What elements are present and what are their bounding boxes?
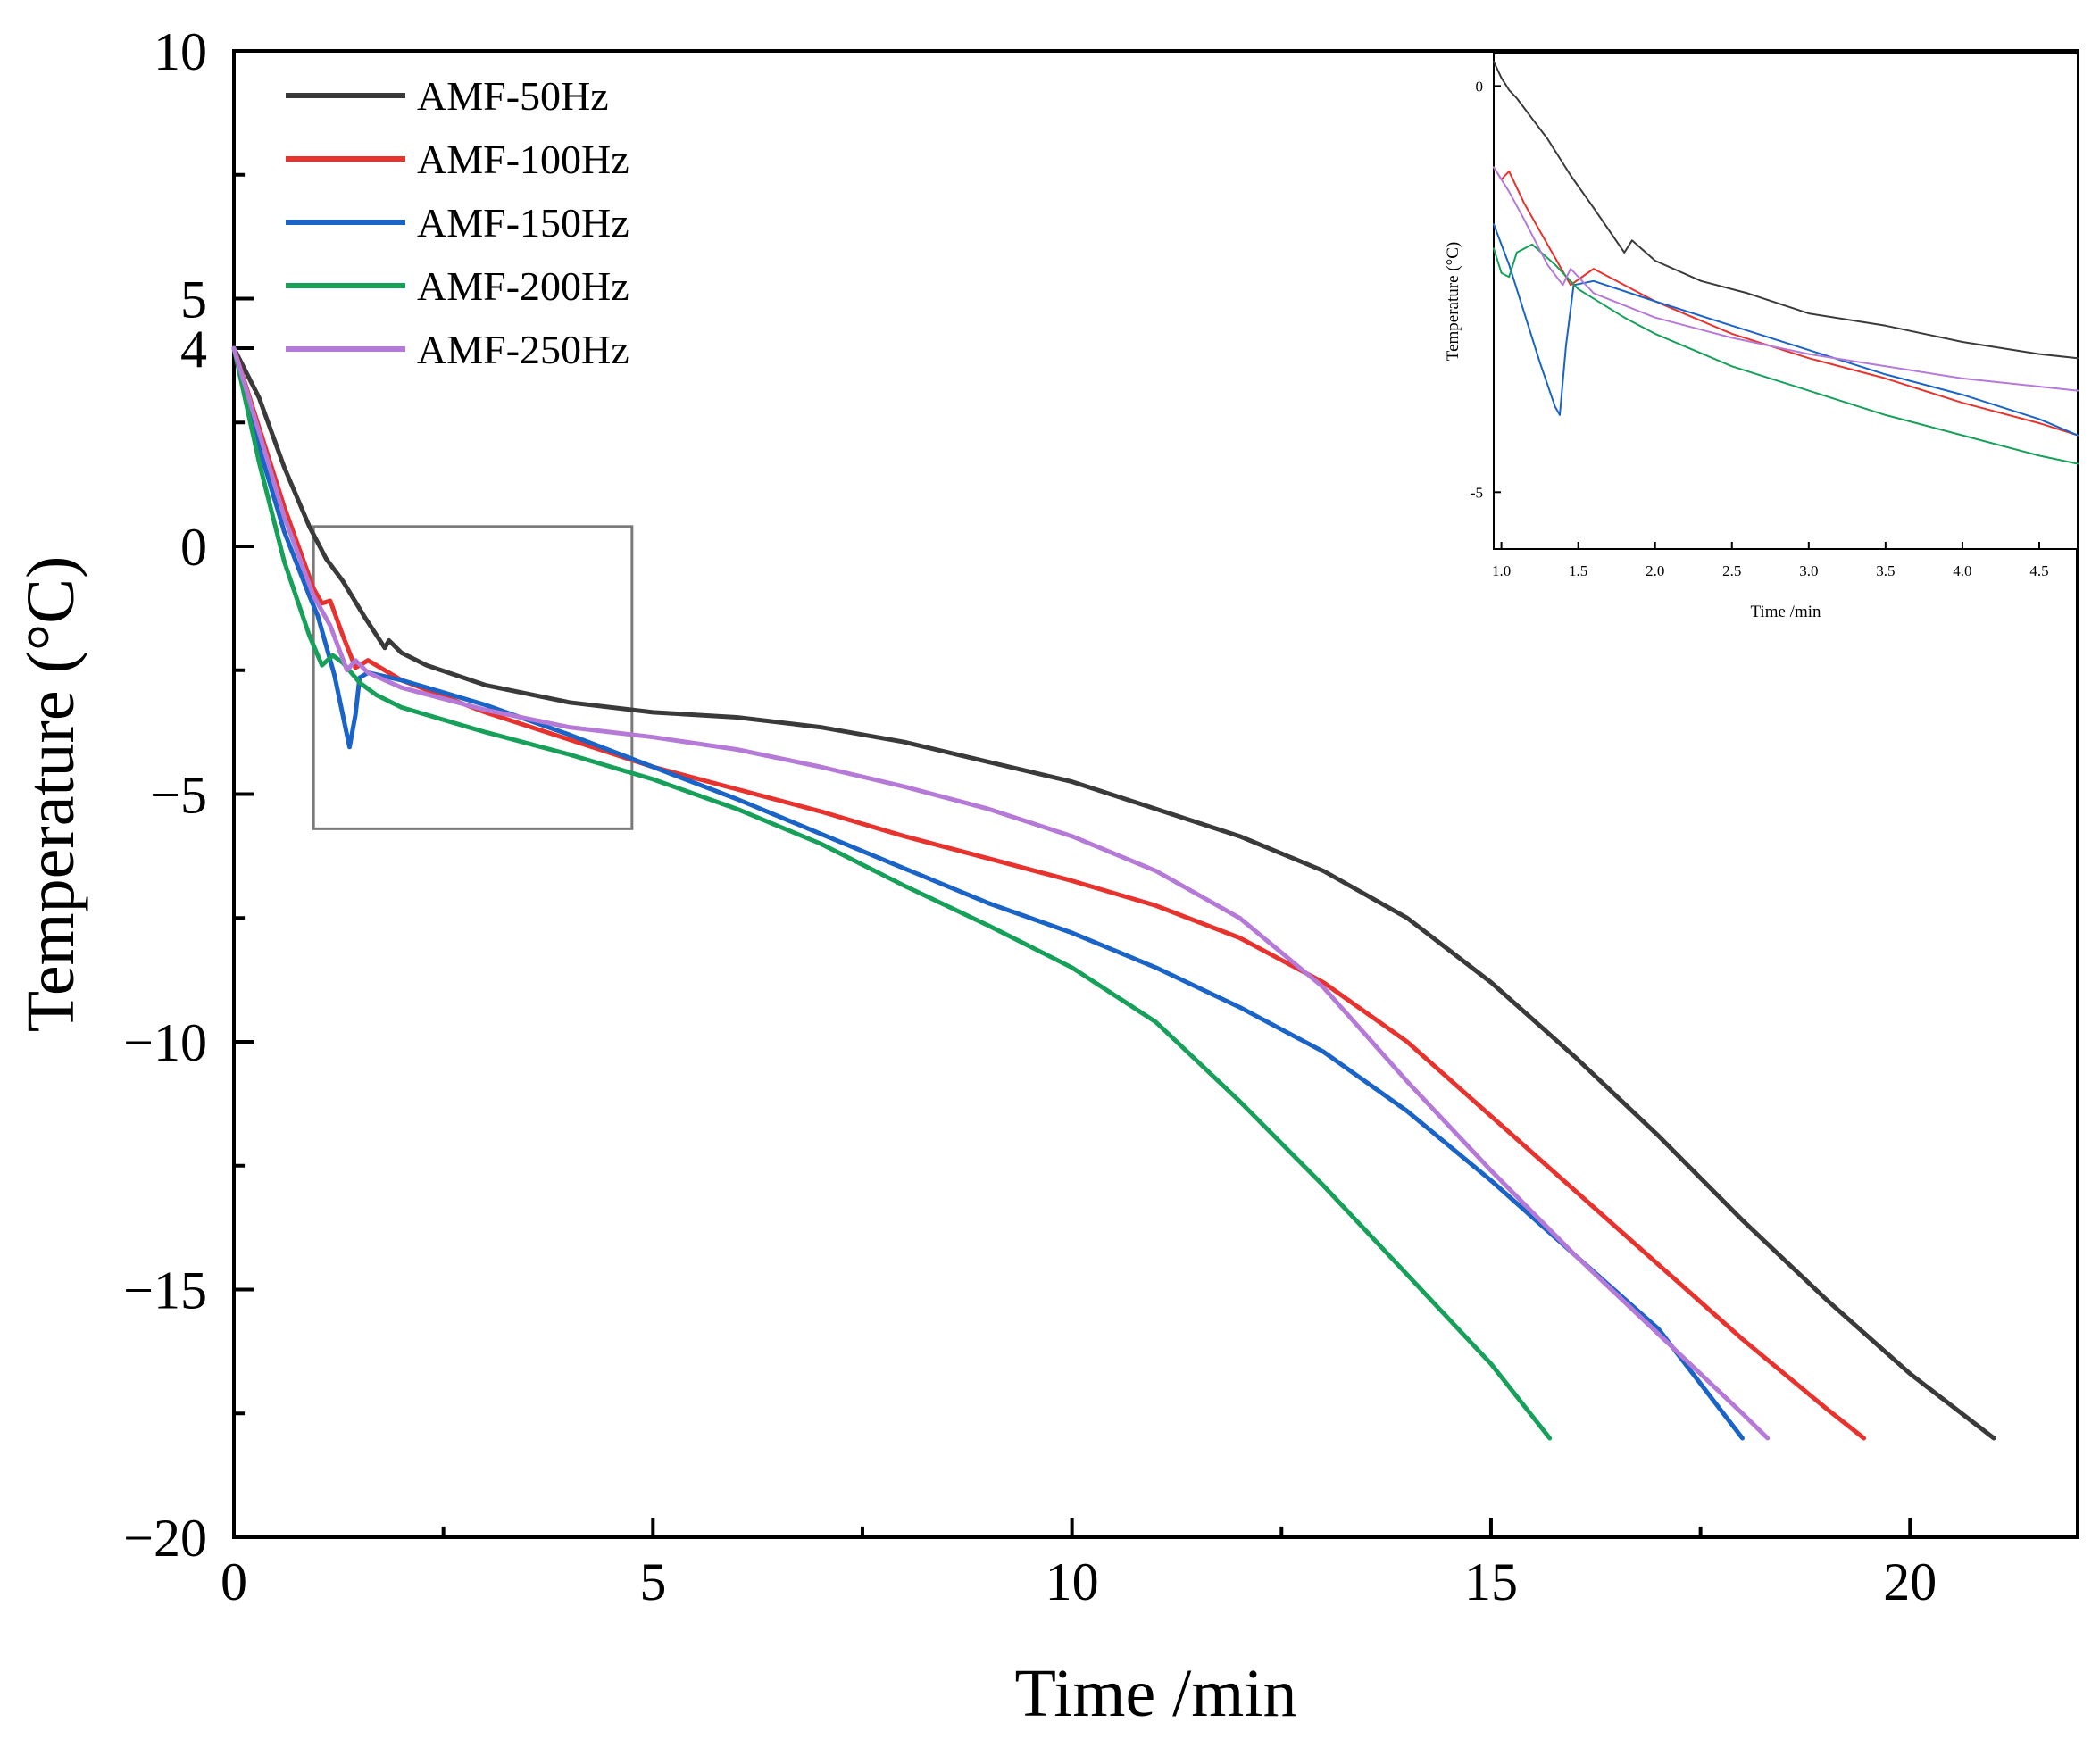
x-tick-label: 20 — [1883, 1552, 1937, 1611]
legend-label-amf-200hz: AMF-200Hz — [417, 263, 629, 309]
series-amf-200hz — [231, 345, 1553, 1441]
inset-x-tick-label: 2.0 — [1646, 562, 1664, 579]
y-tick-label: 0 — [180, 518, 207, 577]
y-tick-label: −5 — [150, 766, 207, 825]
y-tick-label: 4 — [180, 320, 207, 379]
inset-series-amf-250hz — [1493, 166, 2079, 392]
series-amf-50hz — [231, 345, 1996, 1441]
legend-label-amf-250hz: AMF-250Hz — [417, 327, 629, 372]
inset-x-axis-title: Time /min — [1750, 603, 1821, 621]
legend-label-amf-100hz: AMF-100Hz — [417, 137, 629, 182]
series-amf-100hz — [231, 345, 1867, 1441]
series-amf-250hz — [231, 345, 1771, 1441]
inset-x-tick-label: 2.5 — [1722, 562, 1741, 579]
inset-y-tick-label: 0 — [1476, 78, 1484, 95]
x-tick-label: 5 — [639, 1552, 666, 1611]
inset-x-tick-label: 1.5 — [1569, 562, 1588, 579]
x-tick-label: 10 — [1046, 1552, 1099, 1611]
inset-y-tick-label: -5 — [1471, 484, 1483, 501]
inset-plot: 1.0 1.5 2.0 2.5 3.0 3.5 4.0 4.5 0 -5 Time /min Temp… — [1444, 53, 2079, 621]
legend-label-amf-150hz: AMF-150Hz — [417, 200, 629, 246]
inset-x-tick-label: 1.0 — [1492, 562, 1511, 579]
series-amf-150hz — [231, 345, 1745, 1441]
inset-x-tick-label: 3.0 — [1799, 562, 1818, 579]
y-tick-label: −20 — [123, 1509, 207, 1568]
y-tick-label: −15 — [123, 1261, 207, 1320]
inset-x-tick-label: 4.0 — [1953, 562, 1971, 579]
inset-x-tick-label: 3.5 — [1876, 562, 1895, 579]
x-tick-label: 15 — [1464, 1552, 1518, 1611]
zoom-region-box — [312, 525, 634, 830]
inset-series-amf-200hz — [1493, 243, 2079, 465]
x-tick-label: 0 — [221, 1552, 247, 1611]
inset-plot-frame — [1493, 53, 2079, 550]
y-axis-title: Temperature (°C) — [13, 556, 88, 1033]
legend-label-amf-50hz: AMF-50Hz — [417, 73, 609, 119]
inset-series-amf-100hz — [1493, 166, 2079, 437]
inset-series-amf-50hz — [1493, 61, 2079, 360]
y-tick-label: −10 — [123, 1013, 207, 1072]
inset-x-tick-label: 4.5 — [2029, 562, 2048, 579]
x-axis-title: Time /min — [1014, 1656, 1296, 1731]
inset-y-axis-title: Temperature (°C) — [1444, 242, 1462, 361]
y-tick-label: 10 — [154, 22, 207, 81]
y-tick-label: 5 — [180, 270, 207, 329]
